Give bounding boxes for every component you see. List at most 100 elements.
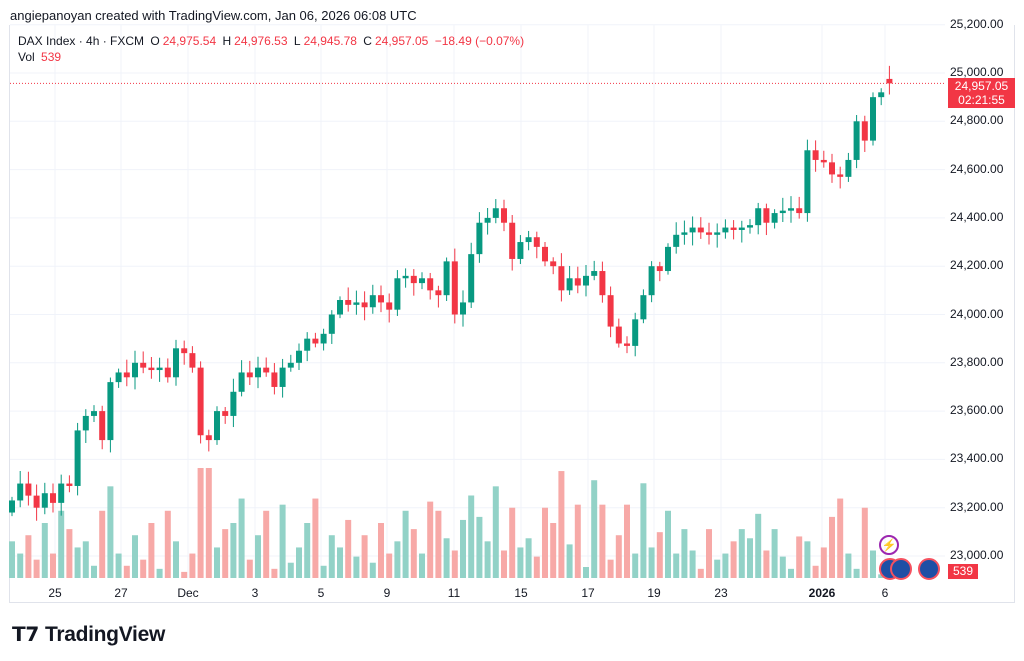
candle-body	[574, 278, 581, 286]
volume-bar	[164, 510, 171, 578]
price-tick: 23,200.00	[950, 499, 1004, 514]
eu-flag-event-icon[interactable]	[890, 558, 912, 580]
symbol-legend: DAX Index · 4h · FXCM O 24,975.54 H 24,976…	[18, 33, 527, 65]
time-tick: 17	[581, 586, 595, 600]
volume-bar	[599, 504, 606, 578]
time-tick: 11	[447, 586, 461, 600]
volume-bar	[624, 504, 630, 578]
volume-bar	[419, 553, 425, 578]
time-tick: 23	[714, 586, 728, 600]
volume-bar	[796, 536, 803, 578]
candle-body	[599, 271, 606, 296]
volume-bar	[181, 571, 188, 578]
candle-body	[164, 367, 171, 378]
candle-body	[779, 210, 786, 214]
volume-bar	[443, 538, 450, 578]
volume-bar	[312, 498, 319, 578]
candle-body	[533, 237, 540, 247]
volume-bar	[115, 553, 122, 578]
volume-bar	[214, 547, 220, 578]
candle-body	[853, 121, 860, 160]
volume-bar	[337, 547, 343, 578]
current-price-label: 24,957.05 02:21:55	[948, 78, 1015, 108]
lightning-event-icon[interactable]: ⚡	[879, 535, 899, 555]
candle-body	[788, 208, 794, 211]
candle-body	[91, 411, 97, 416]
candle-body	[689, 227, 696, 233]
volume-bar	[788, 568, 794, 578]
volume-bar	[451, 550, 458, 578]
candle-body	[419, 278, 425, 284]
price-tick: 24,200.00	[950, 258, 1004, 273]
candle-body	[755, 208, 762, 226]
candle-body	[837, 174, 844, 177]
candle-body	[427, 278, 434, 291]
candle-body	[107, 382, 114, 441]
tv-logo-icon: 𝗧𝟳	[12, 624, 39, 646]
volume-bar	[402, 510, 409, 578]
volume-bar	[755, 513, 762, 578]
candle-body	[410, 275, 417, 284]
price-tick: 24,600.00	[950, 161, 1004, 176]
volume-bar	[369, 562, 376, 578]
volume-bar	[779, 556, 786, 578]
candle-body	[205, 435, 212, 441]
volume-bar	[287, 562, 294, 578]
candle-body	[624, 343, 630, 346]
candle-body	[829, 162, 835, 175]
low-label: L	[293, 34, 301, 48]
symbol-name[interactable]: DAX Index · 4h · FXCM	[18, 34, 145, 48]
candle-body	[476, 222, 483, 255]
time-tick: 9	[383, 586, 391, 600]
volume-bar	[501, 550, 507, 578]
candle-body	[287, 362, 294, 368]
candle-body	[123, 372, 130, 378]
volume-bar	[861, 507, 868, 578]
low-value: 24,945.78	[303, 34, 357, 48]
candle-body	[517, 242, 524, 259]
tradingview-logo[interactable]: 𝗧𝟳 TradingView	[12, 622, 165, 647]
price-tick: 24,800.00	[950, 113, 1004, 128]
volume-bar	[386, 553, 393, 578]
candle-body	[173, 348, 179, 378]
volume-bar	[853, 568, 860, 578]
candle-body	[33, 495, 40, 508]
candle-body	[197, 367, 204, 436]
volume-bar	[632, 553, 639, 578]
volume-bar	[107, 486, 114, 578]
volume-bar	[665, 510, 671, 578]
volume-bar	[697, 568, 704, 578]
candle-body	[25, 483, 32, 496]
candle-body	[771, 213, 778, 223]
price-tick: 23,400.00	[950, 451, 1004, 466]
time-tick: 3	[251, 586, 259, 600]
volume-bar	[509, 507, 516, 578]
candle-body	[460, 302, 466, 315]
chart-frame[interactable]	[9, 25, 1015, 603]
volume-bar	[533, 556, 540, 578]
time-tick: 19	[647, 586, 661, 600]
candle-body	[730, 227, 737, 230]
candle-body	[345, 300, 352, 305]
candle-body	[58, 483, 65, 503]
volume-bar	[747, 538, 753, 578]
time-tick: 6	[881, 586, 889, 600]
candle-body	[353, 302, 360, 305]
volume-bar	[123, 565, 130, 578]
volume-bar	[230, 523, 237, 578]
candle-body	[878, 92, 885, 98]
volume-bar	[328, 535, 335, 578]
volume-bar	[58, 510, 65, 578]
candle-body	[312, 338, 319, 344]
candle-body	[296, 350, 302, 363]
volume-bar	[492, 486, 499, 578]
candle-body	[320, 333, 327, 344]
change-value: −18.49 (−0.07%)	[434, 34, 525, 48]
eu-flag-event-icon[interactable]	[918, 558, 940, 580]
candle-body	[132, 362, 138, 378]
price-tick: 23,600.00	[950, 403, 1004, 418]
volume-bar	[320, 565, 327, 578]
volume-bar	[17, 553, 24, 578]
volume-value: 539	[41, 50, 62, 64]
